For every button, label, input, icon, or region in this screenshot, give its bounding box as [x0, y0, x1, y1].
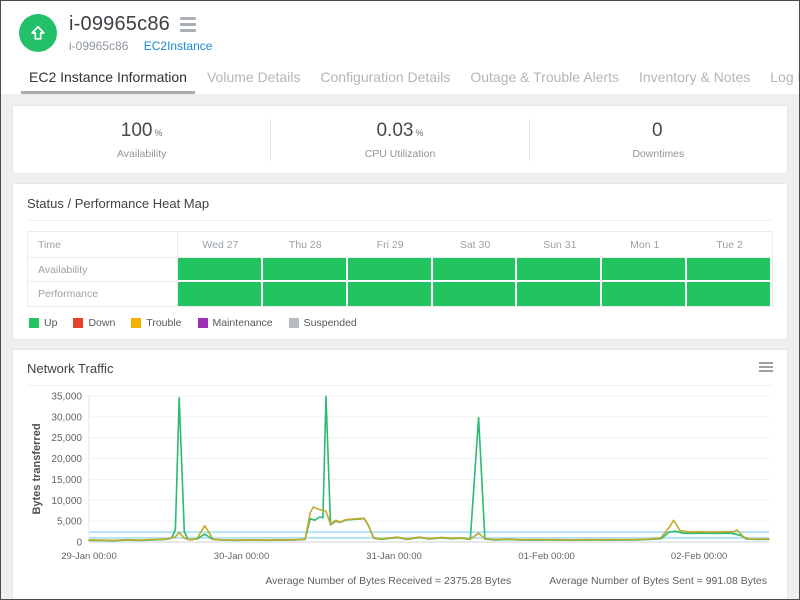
heatmap-col-header: Tue 2	[687, 232, 772, 258]
chart-menu-icon[interactable]	[759, 362, 773, 372]
network-traffic-title: Network Traffic	[27, 361, 773, 386]
svg-text:35,000: 35,000	[51, 392, 82, 403]
instance-type-link[interactable]: EC2Instance	[143, 39, 213, 53]
avg-bytes-sent: Average Number of Bytes Sent = 991.08 By…	[549, 575, 767, 587]
heatmap-card: Status / Performance Heat Map Time Wed 2…	[13, 184, 787, 339]
svg-text:29-Jan 00:00: 29-Jan 00:00	[61, 551, 116, 562]
heatmap-col-header: Sun 31	[517, 232, 603, 258]
heatmap-col-time: Time	[28, 232, 178, 258]
tab-log-report[interactable]: Log Report	[770, 69, 799, 85]
heatmap-cell-up[interactable]	[602, 258, 688, 282]
heatmap-cell-up[interactable]	[347, 258, 433, 282]
legend-item-maintenance: Maintenance	[197, 317, 273, 329]
heatmap-cell-up[interactable]	[262, 282, 348, 306]
trouble-swatch-icon	[131, 318, 142, 328]
svg-text:02-Feb 00:00: 02-Feb 00:00	[671, 551, 728, 562]
heatmap-col-header: Mon 1	[602, 232, 688, 258]
summary-stats-card: 100% Availability 0.03% CPU Utilization …	[13, 106, 787, 173]
availability-stat: 100% Availability	[13, 120, 270, 160]
heatmap-title: Status / Performance Heat Map	[27, 196, 773, 221]
instance-name: i-09965c86	[69, 39, 129, 53]
cpu-utilization-stat: 0.03% CPU Utilization	[271, 120, 528, 160]
heatmap-cell-up[interactable]	[347, 282, 433, 306]
instance-menu-icon[interactable]	[179, 17, 196, 32]
main-content: 100% Availability 0.03% CPU Utilization …	[1, 94, 799, 599]
heatmap-cell-up[interactable]	[602, 282, 688, 306]
heatmap-col-header: Sat 30	[432, 232, 518, 258]
heatmap-cell-up[interactable]	[687, 258, 772, 282]
tab-inventory-notes[interactable]: Inventory & Notes	[638, 69, 751, 85]
legend-item-trouble: Trouble	[131, 317, 182, 329]
svg-text:Bytes transferred: Bytes transferred	[31, 423, 43, 514]
heatmap-col-header: Fri 29	[347, 232, 433, 258]
downtimes-label: Downtimes	[632, 147, 685, 160]
chart-averages: Average Number of Bytes Received = 2375.…	[27, 573, 773, 591]
heatmap-col-header: Thu 28	[262, 232, 348, 258]
cpu-utilization-value: 0.03	[376, 119, 414, 141]
availability-label: Availability	[116, 147, 167, 160]
svg-text:01-Feb 00:00: 01-Feb 00:00	[518, 551, 575, 562]
svg-text:15,000: 15,000	[51, 475, 82, 486]
avg-bytes-received: Average Number of Bytes Received = 2375.…	[265, 575, 512, 587]
tab-bar: EC2 Instance Information Volume Details …	[1, 61, 799, 94]
status-up-icon	[19, 14, 57, 52]
legend-item-up: Up	[29, 317, 57, 329]
heatmap-cell-up[interactable]	[517, 282, 603, 306]
heatmap-cell-up[interactable]	[432, 282, 518, 306]
maintenance-swatch-icon	[197, 318, 208, 328]
tab-ec2-instance-information[interactable]: EC2 Instance Information	[19, 61, 197, 94]
heatmap-cell-up[interactable]	[262, 258, 348, 282]
tab-volume-details[interactable]: Volume Details	[206, 69, 301, 85]
up-swatch-icon	[29, 318, 39, 328]
divider	[270, 118, 272, 161]
suspended-swatch-icon	[288, 318, 299, 328]
network-traffic-chart[interactable]: 0 5,000 10,000 15,000 20,000 25,000 30,000 35,0…	[27, 390, 775, 568]
legend-item-suspended: Suspended	[288, 317, 357, 329]
heatmap-table: Time Wed 27 Thu 28 Fri 29 Sat 30 Sun 31 …	[27, 231, 773, 307]
instance-header: i-09965c86 i-09965c86 EC2Instance	[1, 1, 799, 61]
heatmap-cell-up[interactable]	[178, 258, 263, 282]
svg-text:0: 0	[76, 538, 82, 549]
heatmap-cell-up[interactable]	[517, 258, 603, 282]
downtimes-stat: 0 Downtimes	[530, 120, 787, 160]
down-swatch-icon	[73, 318, 84, 328]
heatmap-row-label-availability: Availability	[28, 258, 178, 282]
svg-text:20,000: 20,000	[51, 454, 82, 465]
tab-configuration-details[interactable]: Configuration Details	[320, 69, 451, 85]
heatmap-cell-up[interactable]	[687, 282, 772, 306]
page-title: i-09965c86	[69, 13, 170, 35]
svg-text:5,000: 5,000	[57, 517, 82, 528]
availability-value: 100	[120, 119, 153, 141]
svg-text:30-Jan 00:00: 30-Jan 00:00	[214, 551, 269, 562]
heatmap-legend: Up Down Trouble Maintenance Suspended	[27, 317, 773, 329]
heatmap-row-label-performance: Performance	[28, 282, 178, 306]
svg-text:30,000: 30,000	[51, 412, 82, 423]
up-arrow-icon	[31, 25, 45, 40]
svg-text:31-Jan 00:00: 31-Jan 00:00	[366, 551, 421, 562]
heatmap-cell-up[interactable]	[178, 282, 263, 306]
heatmap-cell-up[interactable]	[432, 258, 518, 282]
heatmap-col-header: Wed 27	[178, 232, 263, 258]
legend-item-down: Down	[73, 317, 115, 329]
network-traffic-card: Network Traffic 0 5,000 10,000 15,000 20,000…	[13, 350, 787, 599]
downtimes-value: 0	[652, 119, 663, 141]
divider	[528, 118, 530, 161]
cpu-utilization-label: CPU Utilization	[364, 147, 436, 160]
svg-text:25,000: 25,000	[51, 433, 82, 444]
tab-outage-trouble-alerts[interactable]: Outage & Trouble Alerts	[470, 69, 619, 85]
svg-text:10,000: 10,000	[51, 496, 82, 507]
